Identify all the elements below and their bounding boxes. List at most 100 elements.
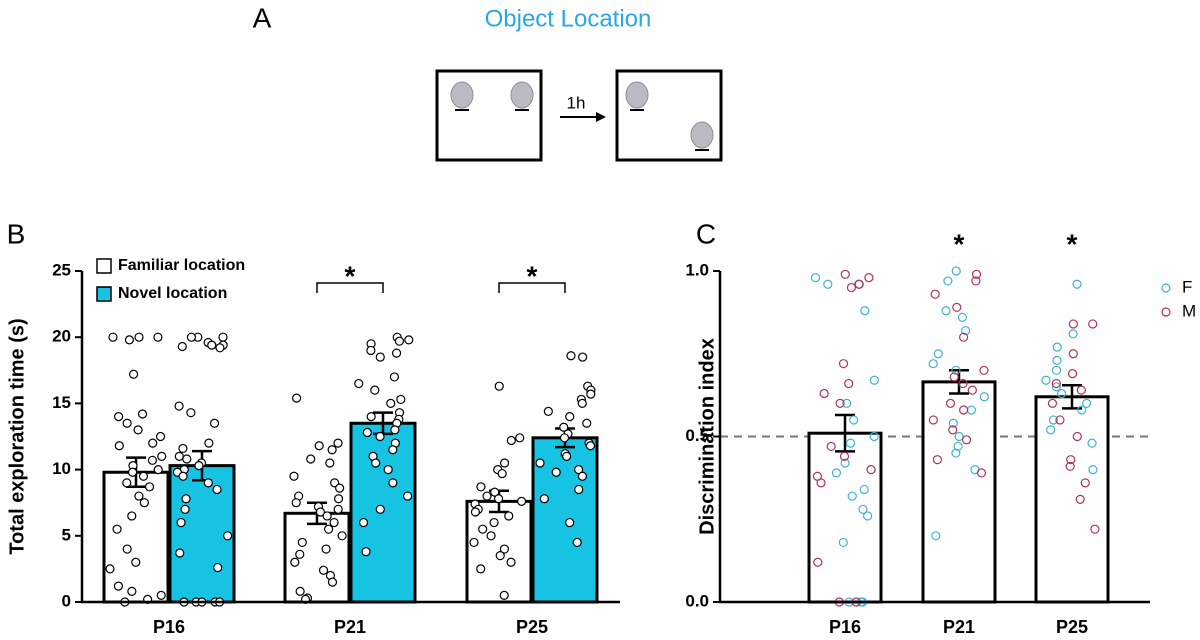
axes <box>718 271 1150 604</box>
data-point <box>404 335 414 345</box>
data-point <box>566 351 576 361</box>
data-point <box>1051 382 1061 392</box>
data-point <box>499 590 509 600</box>
data-point <box>928 359 938 369</box>
data-point <box>515 433 525 443</box>
data-point <box>1077 405 1087 415</box>
arena <box>435 69 543 162</box>
data-point <box>327 445 337 455</box>
data-point <box>1067 369 1078 379</box>
data-point <box>943 276 953 286</box>
data-point <box>194 461 204 471</box>
data-point <box>476 482 486 492</box>
data-point <box>153 332 163 342</box>
legend-label: F <box>1182 277 1192 296</box>
axes <box>80 271 620 604</box>
data-point <box>1041 375 1051 385</box>
data-point <box>153 465 163 475</box>
data-point <box>846 282 857 293</box>
data-point <box>819 388 829 399</box>
data-point <box>941 306 951 316</box>
data-point <box>948 425 958 435</box>
data-point <box>951 448 961 458</box>
data-point <box>961 325 971 336</box>
data-point <box>1081 398 1092 408</box>
data-point <box>122 478 132 488</box>
data-point <box>388 445 398 455</box>
data-point <box>866 465 876 475</box>
data-point <box>1076 385 1086 395</box>
data-point <box>174 451 184 461</box>
data-point <box>489 517 499 528</box>
data-point <box>306 454 316 464</box>
data-point <box>315 507 326 517</box>
data-point <box>325 458 335 468</box>
objects <box>450 81 714 149</box>
data-point <box>124 335 135 345</box>
data-point <box>156 590 166 600</box>
bar <box>102 470 170 604</box>
data-point <box>495 551 505 561</box>
data-point <box>840 269 850 279</box>
data-point <box>506 557 516 567</box>
data-point <box>577 471 588 481</box>
error-bar <box>1062 383 1082 410</box>
data-point <box>181 494 191 504</box>
data-point <box>953 441 963 452</box>
data-point <box>318 565 329 575</box>
y-axis-label: Discrimination index <box>696 338 718 535</box>
data-point <box>1052 355 1062 365</box>
y-tick-label: 0.0 <box>685 591 709 610</box>
data-point <box>127 467 138 477</box>
data-point <box>295 549 305 559</box>
x-tick-label: P21 <box>943 617 975 637</box>
data-point <box>961 435 972 445</box>
data-point <box>847 491 857 501</box>
data-point <box>361 547 371 557</box>
data-point <box>816 478 826 488</box>
data-point <box>838 537 848 548</box>
data-point <box>147 455 158 465</box>
data-point <box>469 537 479 548</box>
data-point <box>396 394 406 405</box>
interval-label: 1h <box>567 93 586 112</box>
data-point <box>337 531 347 541</box>
data-point <box>586 389 596 399</box>
data-point <box>289 471 299 481</box>
data-point <box>177 341 187 352</box>
data-point <box>203 478 213 488</box>
data-point <box>108 332 118 342</box>
data-point <box>375 352 385 362</box>
data-point <box>390 425 400 435</box>
x-tick-label: P25 <box>516 617 548 637</box>
data-point <box>979 392 989 402</box>
x-tick-label: P16 <box>153 617 185 637</box>
data-point <box>565 412 575 422</box>
data-point <box>113 581 124 591</box>
data-point <box>174 401 184 411</box>
data-point <box>928 415 938 425</box>
data-point <box>839 451 850 461</box>
data-point <box>1072 279 1082 289</box>
data-point <box>215 343 225 353</box>
data-point <box>212 484 222 495</box>
data-point <box>562 451 572 461</box>
data-point <box>366 412 376 422</box>
data-point <box>864 273 874 283</box>
data-point <box>1066 455 1076 465</box>
data-point <box>494 381 504 391</box>
legend-marker <box>1161 307 1171 317</box>
data-point <box>321 544 331 554</box>
data-point <box>297 537 307 548</box>
data-point <box>178 443 188 454</box>
data-point <box>1068 319 1078 329</box>
legend-label: M <box>1182 301 1196 320</box>
data-point <box>1088 465 1098 475</box>
data-point <box>539 494 549 504</box>
data-point <box>551 467 561 477</box>
data-point <box>835 398 845 408</box>
data-point <box>959 332 969 342</box>
data-point <box>1075 494 1085 504</box>
data-point <box>849 415 859 425</box>
data-point <box>175 548 185 558</box>
